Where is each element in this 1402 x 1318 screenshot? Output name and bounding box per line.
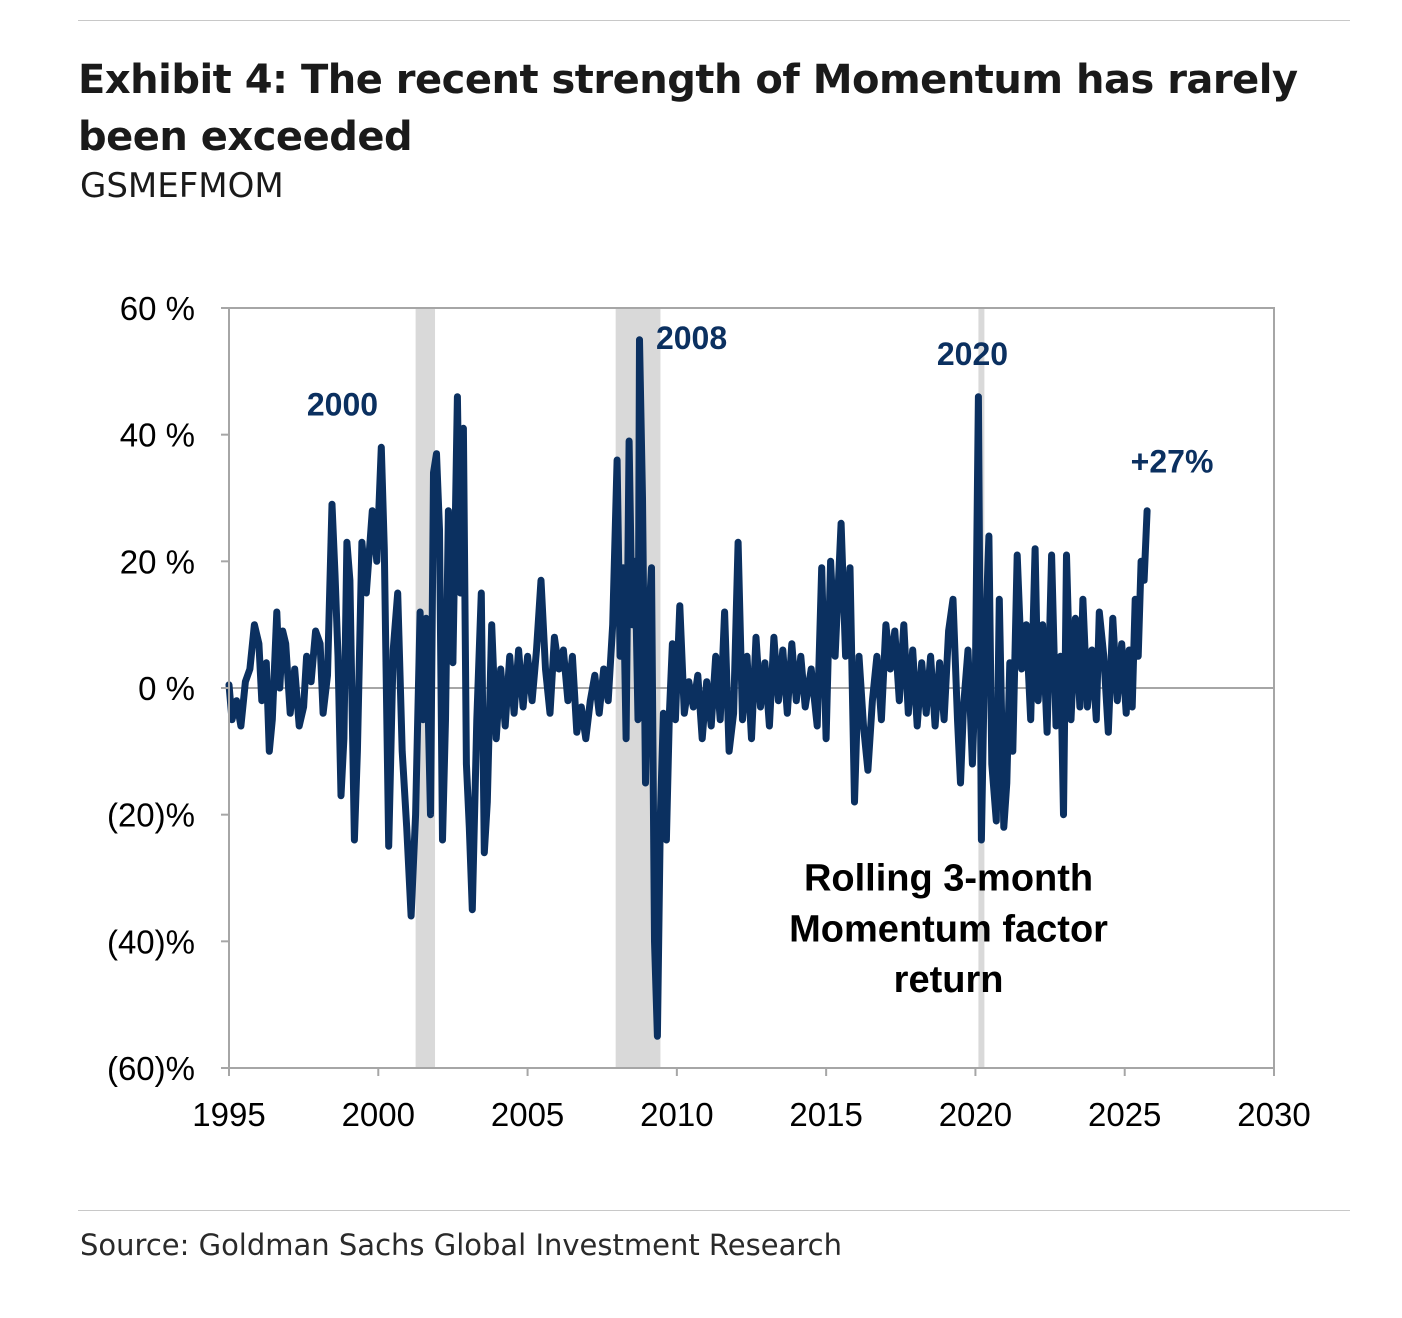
annotation-plus27: +27%: [1131, 444, 1214, 480]
y-tick-label: (20)%: [107, 797, 195, 834]
x-tick-label: 2015: [789, 1096, 862, 1133]
annotation-2020: 2020: [937, 336, 1008, 372]
x-tick-label: 2025: [1088, 1096, 1161, 1133]
annotation-rolling-line3: return: [894, 959, 1004, 1001]
y-axis: 60 % 40 % 20 % 0 % (20)% (40)% (60)%: [107, 290, 229, 1087]
y-tick-label: 0 %: [138, 670, 195, 707]
series-layer: [225, 336, 1151, 1040]
x-axis: 1995 2000 2005 2010 2015 2020 2025 2030: [192, 1068, 1311, 1133]
annotation-2000: 2000: [307, 387, 378, 423]
source-note: Source: Goldman Sachs Global Investment …: [80, 1228, 842, 1262]
annotation-rolling-line2: Momentum factor: [789, 908, 1108, 950]
momentum-line-chart: 60 %40 %20 %0 %(20)%(40)%(60)% 1995 2000 2…: [107, 290, 1311, 1133]
y-tick-label: 60 %: [120, 290, 195, 327]
y-tick-label: 20 %: [120, 543, 195, 580]
y-tick-label: (60)%: [107, 1050, 195, 1087]
x-tick-label: 2020: [939, 1096, 1012, 1133]
y-tick-label: (40)%: [107, 923, 195, 960]
exhibit-title: Exhibit 4: The recent strength of Moment…: [78, 57, 1298, 160]
x-tick-label: 2010: [640, 1096, 713, 1133]
annotation-rolling-line1: Rolling 3-month: [804, 858, 1093, 900]
y-tick-label: 40 %: [120, 417, 195, 454]
x-tick-label: 2000: [342, 1096, 415, 1133]
x-tick-label: 1995: [192, 1096, 265, 1133]
annotation-2008: 2008: [656, 320, 727, 356]
exhibit-subtitle: GSMEFMOM: [80, 166, 284, 206]
series-line-momentum: [225, 336, 1151, 1040]
x-tick-label: 2030: [1237, 1096, 1310, 1133]
top-rule: [78, 20, 1350, 21]
x-tick-label: 2005: [491, 1096, 564, 1133]
annotations: 2000 2008 2020 +27% Rolling 3-month Momentum …: [307, 320, 1214, 1001]
bottom-rule: [78, 1210, 1350, 1211]
